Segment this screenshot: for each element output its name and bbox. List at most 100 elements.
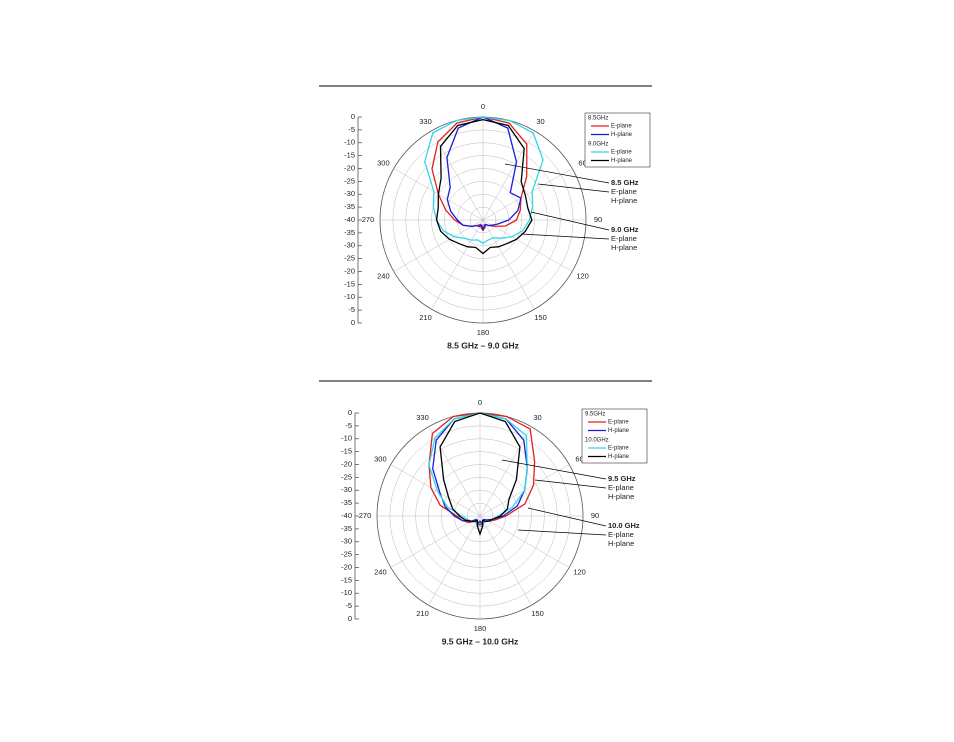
angle-label: 150	[531, 609, 544, 618]
series-line	[428, 412, 536, 528]
legend-box	[581, 408, 648, 464]
leader-line	[527, 507, 607, 527]
r-tick-label: -30	[344, 189, 355, 198]
angle-label: 180	[474, 624, 487, 633]
r-tick-label: -35	[341, 524, 352, 533]
angle-label: 60	[575, 454, 583, 463]
annotation: 9.0 GHz	[611, 225, 639, 234]
angle-label: 270	[359, 511, 372, 520]
r-tick-label: -25	[341, 472, 352, 481]
leader-line	[501, 459, 607, 480]
r-tick-label: -5	[345, 421, 352, 430]
leader-line	[504, 163, 610, 184]
angle-label: 60	[578, 158, 586, 167]
r-tick-label: -15	[344, 279, 355, 288]
series-line	[435, 118, 533, 255]
grid-spoke	[393, 219, 484, 272]
angle-label: 300	[374, 454, 387, 463]
r-tick-label: -10	[344, 138, 355, 147]
grid-spoke	[479, 426, 532, 517]
r-tick-label: -35	[344, 202, 355, 211]
grid-spoke	[431, 219, 484, 310]
r-tick-label: -20	[344, 163, 355, 172]
leader-line	[520, 233, 610, 240]
annotation: 8.5 GHz	[611, 178, 639, 187]
r-tick-label: -5	[348, 305, 355, 314]
angle-label: 210	[419, 313, 432, 322]
r-tick-label: -10	[344, 292, 355, 301]
r-tick-label: 0	[348, 408, 352, 417]
grid-spoke	[390, 515, 481, 568]
angle-label: 270	[362, 215, 375, 224]
r-tick-label: -15	[344, 151, 355, 160]
r-tick-label: -15	[341, 447, 352, 456]
r-tick-label: 0	[351, 112, 355, 121]
r-tick-label: -10	[341, 588, 352, 597]
r-tick-label: -30	[341, 537, 352, 546]
annotation: E-plane	[608, 483, 634, 492]
angle-label: 210	[416, 609, 429, 618]
r-tick-label: -25	[341, 550, 352, 559]
series-line	[439, 412, 521, 537]
legend-label: E-plane	[608, 420, 629, 426]
angle-label: 30	[533, 413, 541, 422]
grid-spoke	[482, 130, 535, 221]
r-tick-label: -15	[341, 575, 352, 584]
annotation: E-plane	[611, 234, 637, 243]
angle-label: 30	[536, 117, 544, 126]
angle-label: 330	[416, 413, 429, 422]
grid-spoke	[479, 515, 532, 606]
r-tick-label: -30	[344, 241, 355, 250]
r-tick-label: -20	[341, 562, 352, 571]
grid-spoke	[390, 464, 481, 517]
grid-spoke	[428, 515, 481, 606]
annotation: H-plane	[608, 539, 634, 548]
annotation: H-plane	[608, 492, 634, 501]
annotation: 10.0 GHz	[608, 521, 640, 530]
r-tick-label: 0	[348, 614, 352, 623]
angle-label: 90	[594, 215, 602, 224]
r-tick-label: -25	[344, 176, 355, 185]
legend-label: H-plane	[611, 132, 633, 138]
annotation: H-plane	[611, 196, 637, 205]
r-tick-label: -30	[341, 485, 352, 494]
series-line	[446, 116, 522, 231]
legend-label: E-plane	[608, 446, 629, 452]
legend-group: 10.0GHz	[585, 438, 609, 444]
polar-chart: 0 30 60 90 120 150 180 210 240 270 300 330 0 0 -5 -5 -10…	[341, 398, 648, 646]
legend-group: 9.0GHz	[588, 142, 608, 148]
series-line	[424, 116, 544, 244]
legend-group: 9.5GHz	[585, 412, 605, 418]
angle-label: 90	[591, 511, 599, 520]
angle-label: 240	[377, 271, 390, 280]
grid-spoke	[428, 426, 481, 517]
grid-spoke	[482, 168, 573, 221]
grid-spoke	[482, 219, 573, 272]
annotation: E-plane	[611, 187, 637, 196]
r-tick-label: -5	[345, 601, 352, 610]
angle-label: 330	[419, 117, 432, 126]
legend-label: H-plane	[608, 454, 630, 460]
angle-label: 180	[477, 328, 490, 337]
r-tick-label: -40	[344, 215, 355, 224]
angle-label: 120	[576, 271, 589, 280]
angle-label: 150	[534, 313, 547, 322]
r-tick-label: -20	[344, 266, 355, 275]
r-tick-label: -35	[344, 228, 355, 237]
caption: 9.5 GHz – 10.0 GHz	[442, 636, 519, 646]
angle-label: 0	[478, 398, 482, 407]
angle-label: 120	[573, 567, 586, 576]
leader-line	[537, 183, 610, 193]
series-line	[428, 412, 528, 527]
grid-spoke	[482, 219, 535, 310]
r-tick-label: -25	[344, 254, 355, 263]
annotation: H-plane	[611, 243, 637, 252]
leader-line	[517, 529, 607, 536]
r-tick-label: -10	[341, 434, 352, 443]
legend-label: H-plane	[611, 158, 633, 164]
legend-box	[584, 112, 651, 168]
grid-spoke	[479, 515, 570, 568]
legend-label: H-plane	[608, 428, 630, 434]
annotation: E-plane	[608, 530, 634, 539]
